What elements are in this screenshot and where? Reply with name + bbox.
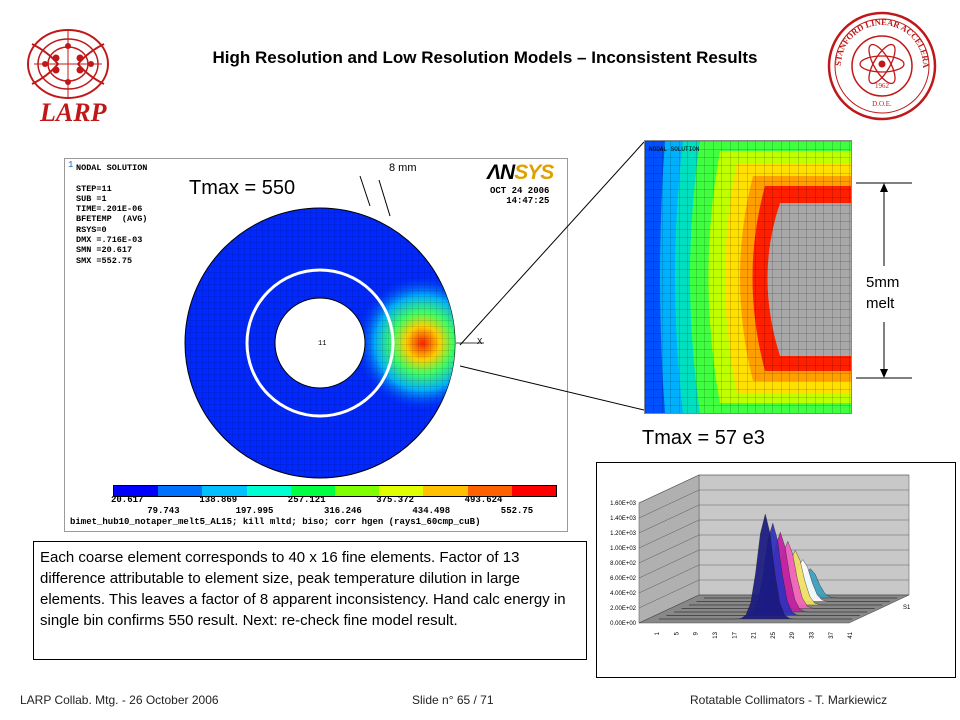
chart-surface-band bbox=[659, 513, 853, 620]
chart-y-tick-label: 1.40E+03 bbox=[610, 516, 637, 522]
color-legend-segment bbox=[467, 486, 512, 496]
color-legend-low-label: 493.624 bbox=[464, 495, 503, 505]
color-legend-segment bbox=[158, 486, 203, 496]
melt-label: 5mm melt bbox=[866, 272, 899, 314]
chart-gridline bbox=[638, 564, 700, 594]
chart-gridline bbox=[638, 549, 700, 579]
color-legend-segment bbox=[379, 486, 424, 496]
chart-y-tick-label: 4.00E+02 bbox=[610, 591, 637, 597]
footer-slide-number: Slide n° 65 / 71 bbox=[412, 693, 494, 707]
chart-gridline bbox=[638, 489, 700, 519]
ansys-window-number: 1 bbox=[68, 160, 74, 170]
color-legend-high-label: 434.498 bbox=[412, 506, 451, 516]
color-legend-low-label: 138.869 bbox=[199, 495, 238, 505]
chart-gridline bbox=[638, 579, 700, 609]
larp-logo-icon bbox=[27, 29, 109, 99]
color-legend-segment bbox=[335, 486, 380, 496]
chart-gridline bbox=[638, 504, 700, 534]
footer-meeting: LARP Collab. Mtg. - 26 October 2006 bbox=[20, 693, 219, 707]
nodal-solution-info: NODAL SOLUTION STEP=11 SUB =1 TIME=.201E… bbox=[76, 163, 148, 266]
chart-y-tick-label: 1.20E+03 bbox=[610, 531, 637, 537]
chart-y-tick-label: 1.00E+03 bbox=[610, 546, 637, 552]
chart-y-tick-label: 0.00E+00 bbox=[610, 621, 637, 627]
color-legend-high-label: 197.995 bbox=[235, 506, 274, 516]
zoom-header-text: NODAL SOLUTION bbox=[649, 146, 700, 153]
chart-x-tick-label: 1 bbox=[655, 631, 661, 635]
svg-text:11: 11 bbox=[318, 340, 326, 348]
chart-x-tick-label: 17 bbox=[732, 631, 738, 638]
color-legend-segment bbox=[423, 486, 468, 496]
chart-x-tick-label: 29 bbox=[790, 631, 796, 638]
slac-seal-icon: STANFORD LINEAR ACCELERATOR CENTER 1962 … bbox=[826, 10, 937, 121]
slac-seal-text: STANFORD LINEAR ACCELERATOR CENTER bbox=[826, 10, 931, 69]
axis-label-x: X bbox=[477, 337, 483, 347]
footer-author: Rotatable Collimators - T. Markiewicz bbox=[690, 693, 888, 707]
color-legend-segment bbox=[202, 486, 247, 496]
chart-x-tick-label: 9 bbox=[694, 631, 700, 635]
peak-surface-chart: 0.00E+00 2.00E+02 4.00E+02 6.00E+02 8.00E+02… bbox=[596, 462, 956, 678]
chart-x-tick-label: 25 bbox=[771, 631, 777, 638]
chart-x-tick-label: 13 bbox=[713, 631, 719, 638]
high-res-contour: NODAL SOLUTION bbox=[645, 141, 851, 413]
color-legend-segment bbox=[114, 486, 159, 496]
chart-y-tick-label: 1.60E+03 bbox=[610, 501, 637, 507]
chart-y-tick-label: 2.00E+02 bbox=[610, 606, 637, 612]
color-legend-high-label: 552.75 bbox=[500, 506, 534, 516]
slide-title: High Resolution and Low Resolution Model… bbox=[212, 48, 758, 67]
chart-x-tick-label: 5 bbox=[674, 631, 680, 635]
color-legend-low-label: 20.617 bbox=[111, 495, 144, 505]
chart-depth-tick-label: S1 bbox=[903, 605, 911, 611]
tmax-low-res-label: Tmax = 550 bbox=[189, 177, 296, 199]
chart-gridline bbox=[638, 594, 700, 624]
ansys-filename: bimet_hub10_notaper_melt5_AL15; kill mlt… bbox=[70, 517, 481, 527]
color-legend-bar bbox=[113, 485, 557, 497]
color-legend-segment bbox=[246, 486, 291, 496]
color-legend-low-label: 257.121 bbox=[287, 495, 326, 505]
color-legend-low-label: 375.372 bbox=[376, 495, 414, 505]
chart-gridline bbox=[638, 519, 700, 549]
tmax-high-res-label: Tmax = 57 e3 bbox=[642, 427, 765, 449]
chart-y-tick-label: 6.00E+02 bbox=[610, 576, 637, 582]
chart-x-tick-label: 33 bbox=[810, 631, 816, 638]
color-legend-segment bbox=[511, 486, 557, 496]
melt-dimension-arrow bbox=[856, 182, 912, 379]
color-legend-high-label: 79.743 bbox=[147, 506, 180, 516]
chart-x-tick-label: 41 bbox=[848, 631, 854, 638]
chart-gridline bbox=[638, 534, 700, 564]
chart-gridline bbox=[638, 474, 700, 504]
melt-label-line2: melt bbox=[866, 295, 895, 312]
larp-logo-text: LARP bbox=[40, 98, 107, 127]
slac-seal-year: 1962 bbox=[875, 82, 890, 90]
svg-text:STANFORD LINEAR ACCELERATOR CE: STANFORD LINEAR ACCELERATOR CENTER bbox=[826, 10, 931, 69]
high-res-zoom-plot: NODAL SOLUTION bbox=[644, 140, 852, 414]
explanation-note: Each coarse element corresponds to 40 x … bbox=[33, 541, 587, 660]
melt-label-line1: 5mm bbox=[866, 274, 900, 291]
chart-x-tick-label: 37 bbox=[829, 631, 835, 638]
chart-svg: 0.00E+00 2.00E+02 4.00E+02 6.00E+02 8.00E+02… bbox=[610, 474, 911, 639]
dimension-label-8mm: 8 mm bbox=[389, 162, 417, 174]
disk-mesh-plot: 11 X bbox=[184, 175, 484, 479]
color-legend-high-label: 316.246 bbox=[324, 506, 362, 516]
color-legend-segment bbox=[290, 486, 336, 496]
chart-x-tick-label: 21 bbox=[752, 631, 758, 638]
slac-seal-doe: D.O.E. bbox=[872, 100, 892, 108]
chart-y-tick-label: 8.00E+02 bbox=[610, 561, 637, 567]
disk-bore bbox=[274, 297, 366, 389]
